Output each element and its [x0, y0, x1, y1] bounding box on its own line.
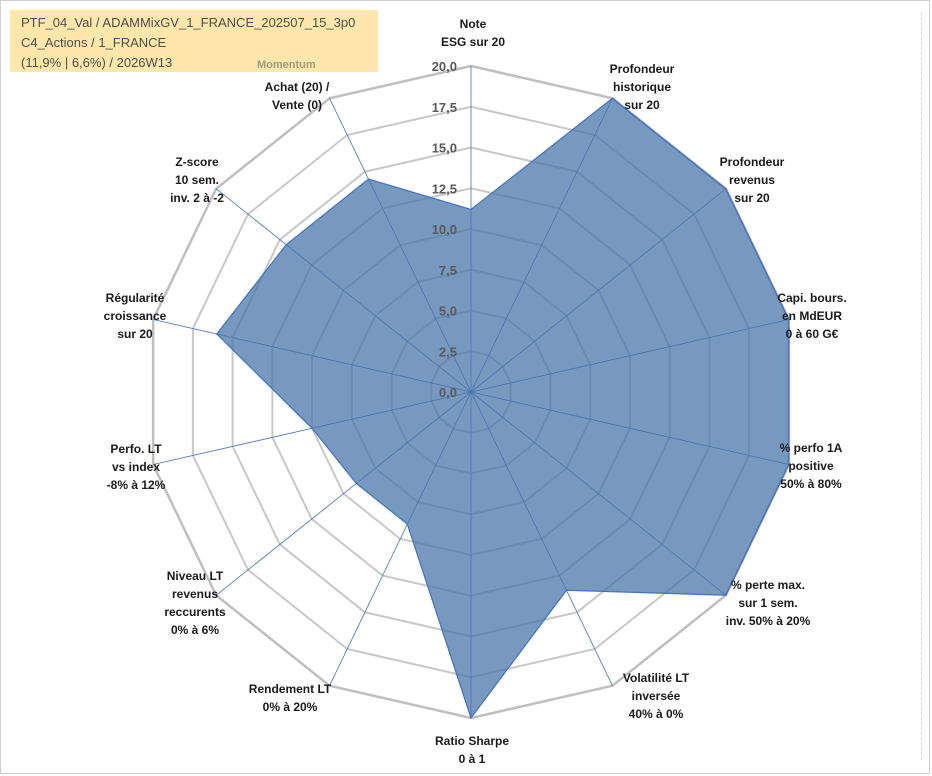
tick-label: 12,5	[432, 181, 457, 196]
tick-label: 20,0	[432, 59, 457, 74]
axis-label: Régularité croissance sur 20	[103, 291, 167, 341]
axis-label: Profondeur historique sur 20	[609, 62, 675, 112]
tick-label: 7,5	[439, 263, 457, 278]
axis-label: Profondeur revenus sur 20	[719, 155, 785, 205]
series-area	[215, 97, 790, 720]
performance-week-label: (11,9% | 6,6%) / 2026W13	[21, 55, 173, 70]
radar-tick-labels: 0,0 2,5 5,0 7,5 10,0 12,5 15,0 17,5 20,0	[432, 59, 457, 400]
axis-label: Note ESG sur 20	[440, 17, 506, 49]
asset-class-label: C4_Actions / 1_FRANCE	[21, 35, 167, 50]
tick-label: 0,0	[439, 385, 457, 400]
tick-label: 15,0	[432, 141, 457, 156]
radar-series	[215, 97, 790, 720]
chart-border-line	[921, 12, 922, 760]
tick-label: 5,0	[439, 304, 457, 319]
axis-label: % perfo 1A positive 50% à 80%	[779, 441, 843, 491]
axis-label: Capi. bours. en MdEUR 0 à 60 G€	[777, 291, 847, 341]
axis-label: Z-score 10 sem. inv. 2 à -2	[170, 155, 224, 205]
axis-label: Perfo. LT vs index -8% à 12%	[106, 442, 166, 492]
portfolio-info-box: PTF_04_Val / ADAMMixGV_1_FRANCE_202507_1…	[10, 10, 378, 72]
axis-label: % perte max. sur 1 sem. inv. 50% à 20%	[725, 578, 811, 628]
axis-label: Rendement LT 0% à 20%	[248, 682, 332, 714]
axis-label: Volatilité LT inversée 40% à 0%	[622, 671, 690, 721]
axis-label: Niveau LT revenus reccurents 0% à 6%	[164, 569, 226, 637]
axis-label: Ratio Sharpe 0 à 1	[434, 734, 510, 766]
portfolio-title: PTF_04_Val / ADAMMixGV_1_FRANCE_202507_1…	[21, 15, 356, 30]
tick-label: 2,5	[439, 344, 457, 359]
momentum-badge: Momentum	[257, 59, 316, 71]
tick-label: 17,5	[432, 100, 457, 115]
tick-label: 10,0	[432, 222, 457, 237]
axis-label: Achat (20) / Vente (0)	[264, 80, 330, 112]
